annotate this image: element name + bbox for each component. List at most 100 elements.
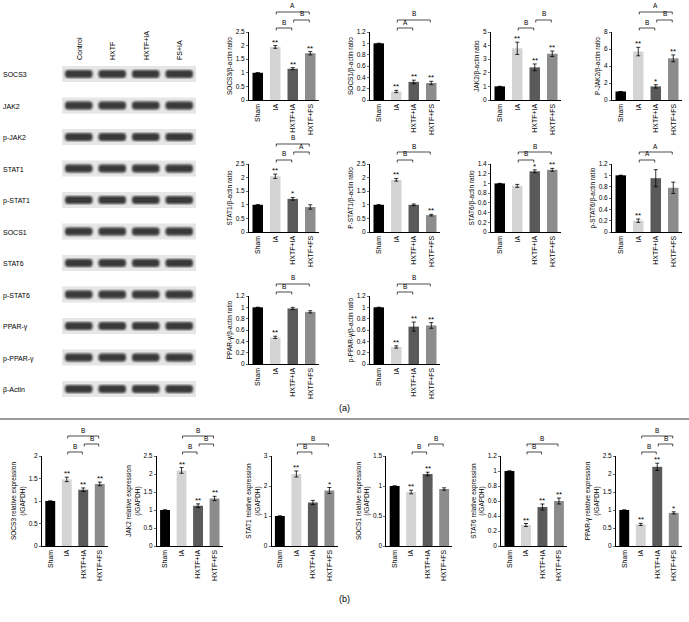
svg-text:HXTF+IA: HXTF+IA <box>531 235 538 264</box>
svg-text:1.2: 1.2 <box>236 292 245 299</box>
svg-text:IA: IA <box>635 235 642 242</box>
svg-text:SOCS3: SOCS3 <box>3 71 27 78</box>
svg-text:IA: IA <box>272 235 279 242</box>
svg-text:4: 4 <box>604 62 608 69</box>
svg-text:*: * <box>654 77 657 86</box>
svg-text:HXTF+IA: HXTF+IA <box>410 235 417 264</box>
svg-text:Control: Control <box>76 37 83 60</box>
svg-text:B: B <box>282 19 286 26</box>
svg-text:A: A <box>403 19 408 26</box>
svg-text:0: 0 <box>264 542 268 549</box>
svg-text:0.5: 0.5 <box>603 524 612 531</box>
svg-text:0.8: 0.8 <box>236 315 245 322</box>
svg-text:0: 0 <box>362 96 366 103</box>
svg-text:STAT1: STAT1 <box>3 166 24 173</box>
svg-text:0.2: 0.2 <box>357 85 366 92</box>
svg-text:Sham: Sham <box>254 368 261 386</box>
svg-text:B: B <box>533 143 537 150</box>
svg-text:1.5: 1.5 <box>357 187 366 194</box>
svg-text:(a): (a) <box>339 403 350 413</box>
svg-text:1.2: 1.2 <box>599 160 608 167</box>
svg-text:2: 2 <box>241 42 245 49</box>
svg-text:HXTF+FS: HXTF+FS <box>428 103 435 135</box>
svg-text:HXTF: HXTF <box>109 42 116 60</box>
svg-text:1.2: 1.2 <box>357 292 366 299</box>
svg-text:1: 1 <box>483 83 487 90</box>
svg-text:HXTF+IA: HXTF+IA <box>80 549 87 578</box>
svg-text:2: 2 <box>604 79 608 86</box>
svg-text:p-STAT6: p-STAT6 <box>3 292 30 300</box>
svg-text:0.6: 0.6 <box>599 194 608 201</box>
svg-text:2.5: 2.5 <box>236 28 245 35</box>
svg-text:P-STAT1/β-actin ratio: P-STAT1/β-actin ratio <box>347 167 355 229</box>
svg-text:**: ** <box>393 338 399 347</box>
svg-text:IA: IA <box>635 103 642 110</box>
svg-text:IA: IA <box>393 103 400 110</box>
svg-text:A: A <box>653 2 658 9</box>
svg-text:Sham: Sham <box>496 104 503 122</box>
svg-text:0.5: 0.5 <box>236 215 245 222</box>
svg-text:SOCS3 relative expression(/GAP: SOCS3 relative expression(/GAPDH) <box>10 462 26 540</box>
svg-text:0.8: 0.8 <box>478 189 487 196</box>
svg-text:**: ** <box>532 56 538 65</box>
svg-text:B: B <box>542 10 546 17</box>
svg-text:Sham: Sham <box>254 104 261 122</box>
svg-text:HXTF+FS: HXTF+FS <box>670 235 677 267</box>
svg-text:**: ** <box>638 515 644 524</box>
svg-text:p-PPAR-γ: p-PPAR-γ <box>3 355 34 363</box>
svg-text:Sham: Sham <box>617 236 624 254</box>
svg-text:p-JAK2: p-JAK2 <box>3 134 26 142</box>
svg-text:HXTF+FS: HXTF+FS <box>96 549 103 581</box>
svg-text:2.5: 2.5 <box>357 160 366 167</box>
svg-text:0.6: 0.6 <box>357 62 366 69</box>
svg-text:IA: IA <box>637 549 644 556</box>
svg-text:**: ** <box>635 39 641 48</box>
svg-text:0.6: 0.6 <box>357 326 366 333</box>
svg-text:0.4: 0.4 <box>236 338 245 345</box>
svg-text:2.5: 2.5 <box>143 452 152 459</box>
svg-text:1.5: 1.5 <box>236 187 245 194</box>
svg-text:A: A <box>645 150 650 157</box>
svg-text:IA: IA <box>63 549 70 556</box>
svg-text:8: 8 <box>604 28 608 35</box>
svg-text:1.5: 1.5 <box>603 488 612 495</box>
svg-text:B: B <box>73 443 77 450</box>
svg-text:1: 1 <box>241 304 245 311</box>
svg-text:B: B <box>291 134 295 141</box>
svg-text:**: ** <box>549 43 555 52</box>
svg-text:STAT6/β-actin ratio: STAT6/β-actin ratio <box>468 170 476 226</box>
svg-text:0: 0 <box>241 96 245 103</box>
svg-text:B: B <box>403 150 407 157</box>
svg-text:STAT1/β-actin ratio: STAT1/β-actin ratio <box>226 170 234 226</box>
svg-text:1.5: 1.5 <box>373 452 382 459</box>
svg-text:β-Actin: β-Actin <box>3 386 25 394</box>
svg-text:**: ** <box>80 480 86 489</box>
svg-text:1: 1 <box>362 201 366 208</box>
svg-text:HXTF+FS: HXTF+FS <box>549 235 556 267</box>
svg-text:B: B <box>204 435 208 442</box>
svg-text:1: 1 <box>241 201 245 208</box>
svg-text:2: 2 <box>241 174 245 181</box>
svg-text:B: B <box>532 443 536 450</box>
svg-text:IA: IA <box>522 549 529 556</box>
svg-text:0: 0 <box>34 542 38 549</box>
svg-text:0: 0 <box>493 542 497 549</box>
svg-text:*: * <box>533 162 536 171</box>
svg-text:**: ** <box>514 34 520 43</box>
svg-text:*: * <box>291 189 294 198</box>
svg-text:**: ** <box>428 206 434 215</box>
svg-text:1.5: 1.5 <box>143 488 152 495</box>
svg-text:p-STAT1: p-STAT1 <box>3 197 30 205</box>
svg-text:0: 0 <box>362 228 366 235</box>
svg-text:Sham: Sham <box>254 236 261 254</box>
svg-text:B: B <box>663 10 667 17</box>
svg-text:IA: IA <box>293 549 300 556</box>
svg-text:B: B <box>188 443 192 450</box>
svg-text:p-PPAR-γ/β-actin ratio: p-PPAR-γ/β-actin ratio <box>347 297 355 362</box>
svg-text:STAT6: STAT6 <box>3 260 24 267</box>
svg-text:2: 2 <box>264 482 268 489</box>
svg-text:*: * <box>672 504 675 513</box>
svg-text:0.4: 0.4 <box>357 338 366 345</box>
svg-text:0.2: 0.2 <box>478 219 487 226</box>
svg-text:2.5: 2.5 <box>236 160 245 167</box>
